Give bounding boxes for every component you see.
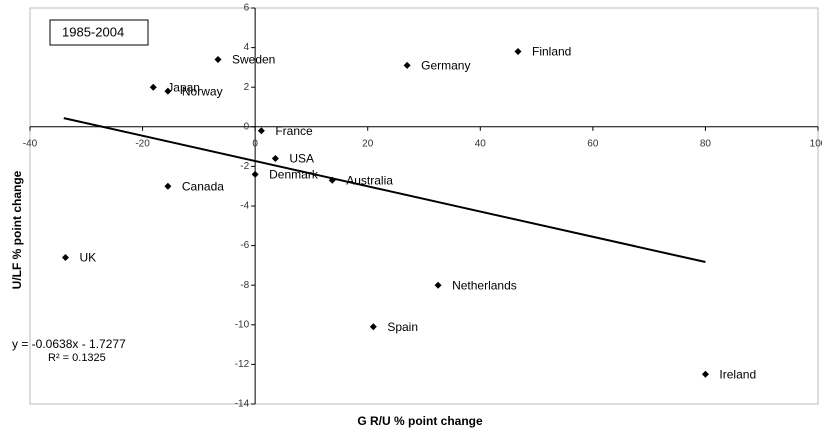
- x-tick-label: 0: [252, 138, 258, 149]
- y-tick-label: -8: [240, 280, 249, 291]
- r-squared: R² = 0.1325: [48, 352, 106, 364]
- point: [271, 154, 279, 162]
- point-label: France: [275, 124, 313, 138]
- point: [434, 281, 442, 289]
- y-tick-label: 6: [244, 3, 250, 14]
- point-label: Japan: [167, 80, 200, 94]
- y-tick-label: -10: [235, 319, 250, 330]
- y-tick-label: -6: [240, 240, 249, 251]
- point-label: Canada: [182, 179, 224, 193]
- point: [214, 55, 222, 63]
- plot-frame: [29, 7, 819, 405]
- y-tick-label: -12: [235, 359, 250, 370]
- y-tick-label: -14: [235, 399, 250, 410]
- point: [251, 170, 259, 178]
- y-tick-label: 2: [244, 82, 250, 93]
- point: [403, 61, 411, 69]
- point-label: Australia: [346, 173, 393, 187]
- point-label: Netherlands: [452, 278, 517, 292]
- x-tick-label: 20: [362, 138, 374, 149]
- y-tick-label: 0: [244, 121, 250, 132]
- trend-equation: y = -0.0638x - 1.7277: [12, 337, 126, 351]
- point-label: Spain: [387, 320, 418, 334]
- point-label: Norway: [182, 84, 223, 98]
- x-axis-title: G R/U % point change: [357, 414, 483, 428]
- point-label: UK: [79, 251, 96, 265]
- point-label: Ireland: [719, 367, 756, 381]
- point-label: Sweden: [232, 53, 275, 67]
- point: [514, 48, 522, 56]
- point-label: Germany: [421, 59, 470, 73]
- x-tick-label: -40: [23, 138, 38, 149]
- x-tick-label: 80: [700, 138, 712, 149]
- point: [164, 182, 172, 190]
- point: [257, 127, 265, 135]
- point: [164, 87, 172, 95]
- x-tick-label: 60: [587, 138, 599, 149]
- y-tick-label: -2: [240, 161, 249, 172]
- point: [149, 83, 157, 91]
- point-label: Denmark: [269, 167, 319, 181]
- y-tick-label: -4: [240, 201, 249, 212]
- point-label: USA: [289, 152, 314, 166]
- y-tick-label: 4: [244, 42, 250, 53]
- point-label: Finland: [532, 45, 571, 59]
- title-box: [49, 19, 149, 46]
- trendline: [63, 117, 706, 264]
- x-tick-label: 100: [810, 138, 822, 149]
- point: [369, 323, 377, 331]
- y-axis-title: U/LF % point change: [10, 170, 24, 289]
- x-tick-label: 40: [475, 138, 487, 149]
- chart-title: 1985-2004: [62, 24, 124, 39]
- x-tick-label: -20: [135, 138, 150, 149]
- point: [61, 253, 69, 261]
- point: [701, 370, 709, 378]
